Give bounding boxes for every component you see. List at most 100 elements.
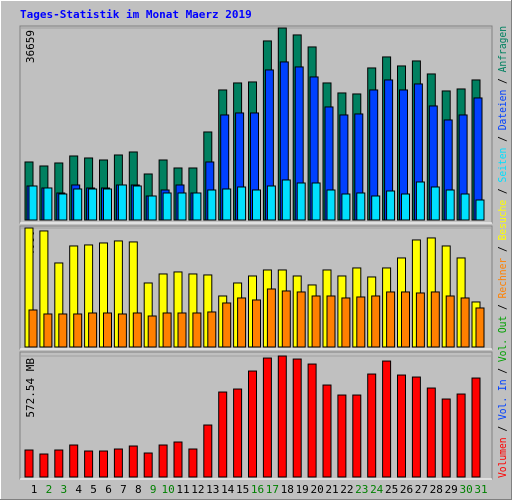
bar (430, 186, 440, 221)
x-tick-label: 1 (31, 483, 38, 496)
bar (460, 297, 470, 348)
bar (58, 313, 68, 348)
bar (162, 192, 172, 221)
bar (411, 376, 421, 478)
bar (386, 291, 396, 348)
bar (248, 370, 257, 478)
x-tick-label: 28 (430, 483, 443, 496)
bar (113, 448, 123, 478)
bar (222, 188, 232, 221)
bar (88, 312, 98, 348)
x-tick-label: 4 (75, 483, 82, 496)
bar (292, 358, 302, 478)
x-tick-label: 24 (370, 483, 384, 496)
bar (445, 189, 455, 221)
bar (356, 192, 366, 221)
bar (401, 291, 410, 348)
bar (415, 181, 425, 221)
bar (426, 387, 436, 478)
bar (28, 309, 38, 348)
x-tick-label: 21 (325, 483, 338, 496)
legend-separator: / (496, 420, 509, 437)
bar (252, 189, 261, 221)
bar (28, 185, 38, 221)
bar (147, 315, 157, 348)
x-tick-label: 13 (206, 483, 219, 496)
x-tick-label: 29 (445, 483, 458, 496)
bar (322, 384, 332, 478)
bar (311, 182, 321, 221)
bar (237, 297, 247, 348)
bar (356, 296, 366, 348)
bar (281, 179, 291, 221)
bar (341, 297, 351, 348)
x-tick-label: 14 (221, 483, 235, 496)
bar (192, 192, 202, 221)
bar (252, 299, 261, 348)
y-tick-label: 36659 (24, 30, 37, 63)
bar (173, 441, 183, 478)
y-tick-label: 572.54 MB (24, 358, 37, 418)
bar (73, 188, 83, 221)
legend-separator: / (496, 182, 509, 199)
bar (103, 188, 112, 221)
bar (132, 185, 142, 221)
bar (233, 388, 243, 478)
x-tick-label: 26 (400, 483, 413, 496)
legend-entry: Vol. In (496, 379, 509, 420)
bar (382, 360, 392, 478)
bar (84, 450, 94, 478)
legend-entry: Seiten (496, 148, 509, 183)
bar (386, 190, 396, 221)
bar (281, 290, 291, 348)
x-tick-label: 23 (355, 483, 368, 496)
bar (471, 377, 481, 478)
bar (311, 295, 321, 348)
bar (54, 449, 64, 478)
bar (222, 302, 232, 348)
x-tick-label: 16 (251, 483, 264, 496)
bar (128, 445, 138, 478)
legend-entry: Volumen (496, 437, 509, 478)
bar (188, 448, 198, 478)
x-tick-label: 11 (176, 483, 189, 496)
bar (352, 394, 362, 478)
legend-separator: / (496, 130, 509, 147)
bar (203, 424, 213, 478)
x-tick-label: 20 (310, 483, 323, 496)
x-tick-label: 9 (150, 483, 157, 496)
x-tick-label: 17 (266, 483, 279, 496)
x-tick-label: 10 (161, 483, 174, 496)
x-tick-label: 31 (474, 483, 487, 496)
bar (43, 313, 53, 348)
x-tick-label: 27 (415, 483, 428, 496)
x-tick-label: 15 (236, 483, 249, 496)
bar (162, 312, 172, 348)
bar (326, 189, 336, 221)
bar (73, 313, 83, 348)
bar (367, 373, 377, 478)
bar (326, 295, 336, 348)
bar (441, 398, 451, 478)
legend-entry: Vol. Out (496, 316, 509, 362)
bar (266, 185, 276, 221)
bar (266, 288, 276, 348)
legend: Volumen / Vol. In / Vol. Out / Rechner /… (496, 26, 509, 478)
x-tick-label: 22 (340, 483, 353, 496)
bar (158, 444, 168, 478)
x-tick-label: 5 (90, 483, 97, 496)
legend-entry: Dateien (496, 90, 509, 131)
bar (397, 374, 406, 478)
bar (103, 312, 112, 348)
bar (143, 452, 153, 478)
bar (430, 291, 440, 348)
x-tick-label: 19 (296, 483, 309, 496)
bar (341, 193, 351, 221)
bar (177, 192, 187, 221)
x-tick-label: 30 (459, 483, 472, 496)
bar (371, 195, 381, 221)
bar (88, 188, 98, 221)
bar (207, 189, 217, 221)
